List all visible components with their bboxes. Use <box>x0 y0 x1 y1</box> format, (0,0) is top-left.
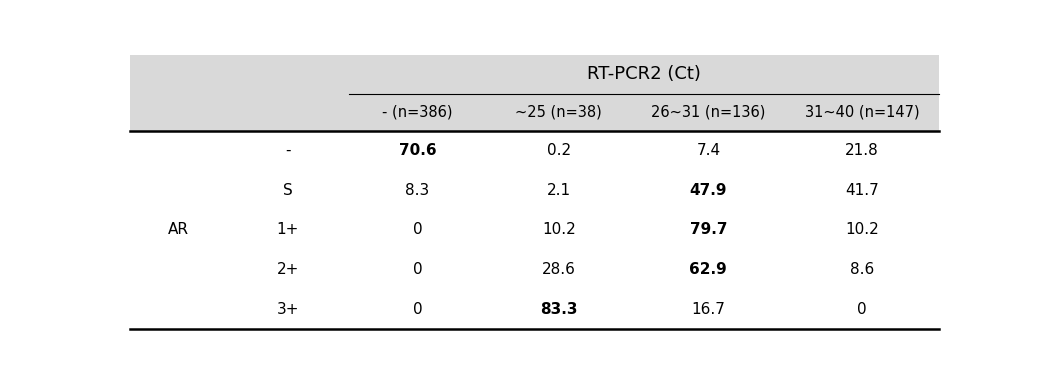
Text: - (n=386): - (n=386) <box>382 105 453 120</box>
Text: 28.6: 28.6 <box>542 262 576 277</box>
Text: 2+: 2+ <box>276 262 299 277</box>
Text: 70.6: 70.6 <box>398 143 436 158</box>
Text: 31~40 (n=147): 31~40 (n=147) <box>804 105 919 120</box>
Text: 0: 0 <box>413 222 422 237</box>
Text: 21.8: 21.8 <box>845 143 879 158</box>
Text: -: - <box>285 143 291 158</box>
Text: 8.6: 8.6 <box>850 262 874 277</box>
Text: 41.7: 41.7 <box>845 183 879 198</box>
Text: 47.9: 47.9 <box>689 183 727 198</box>
Text: 3+: 3+ <box>276 301 299 317</box>
Text: S: S <box>283 183 293 198</box>
Text: RT-PCR2 (Ct): RT-PCR2 (Ct) <box>587 65 701 83</box>
Text: 1+: 1+ <box>276 222 299 237</box>
Text: 0.2: 0.2 <box>547 143 571 158</box>
Text: 83.3: 83.3 <box>540 301 578 317</box>
Text: 10.2: 10.2 <box>542 222 576 237</box>
Text: 62.9: 62.9 <box>689 262 727 277</box>
Text: 8.3: 8.3 <box>405 183 430 198</box>
Text: 10.2: 10.2 <box>845 222 879 237</box>
Text: 0: 0 <box>413 301 422 317</box>
Text: 16.7: 16.7 <box>692 301 725 317</box>
Text: 26~31 (n=136): 26~31 (n=136) <box>651 105 766 120</box>
Text: AR: AR <box>168 222 190 237</box>
Text: 7.4: 7.4 <box>697 143 721 158</box>
Text: 2.1: 2.1 <box>547 183 571 198</box>
Text: 79.7: 79.7 <box>689 222 727 237</box>
Text: ~25 (n=38): ~25 (n=38) <box>515 105 602 120</box>
Text: 0: 0 <box>413 262 422 277</box>
Text: 0: 0 <box>857 301 867 317</box>
